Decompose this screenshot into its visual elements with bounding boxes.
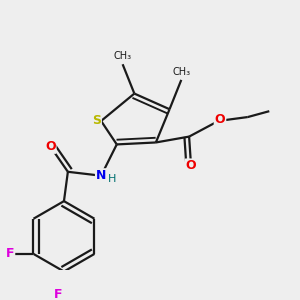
- Text: CH₃: CH₃: [114, 51, 132, 62]
- Text: F: F: [54, 289, 62, 300]
- Text: H: H: [108, 174, 116, 184]
- Text: F: F: [6, 248, 14, 260]
- Text: O: O: [45, 140, 56, 153]
- Text: O: O: [215, 113, 225, 126]
- Text: CH₃: CH₃: [172, 67, 190, 77]
- Text: O: O: [186, 159, 196, 172]
- Text: S: S: [92, 115, 101, 128]
- Text: N: N: [96, 169, 106, 182]
